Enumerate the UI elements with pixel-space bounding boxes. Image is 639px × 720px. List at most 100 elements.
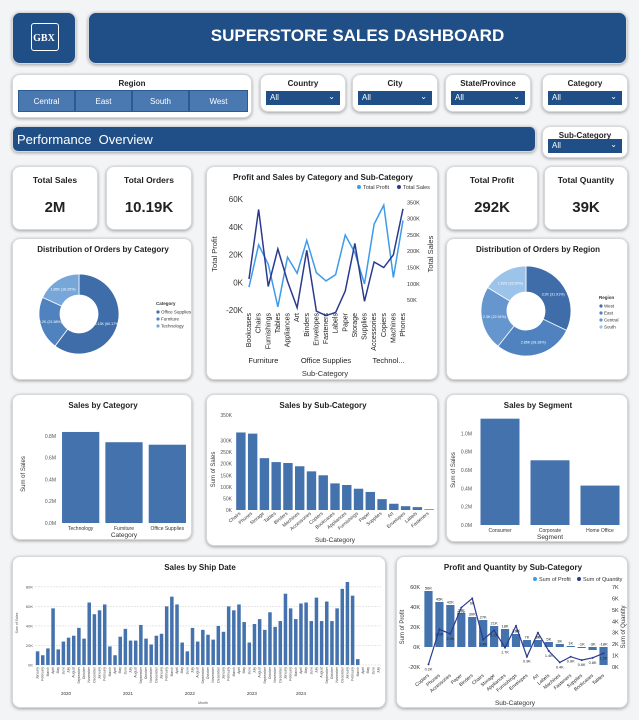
page-title: SUPERSTORE SALES DASHBOARD <box>210 26 505 45</box>
region-option-central[interactable]: Central <box>18 90 75 112</box>
month-label: December <box>340 666 344 683</box>
slice-label: 2.3K (22.91%) <box>483 315 506 319</box>
bar <box>259 458 270 510</box>
quantity-point <box>602 652 605 655</box>
y2-axis-label: Total Sales <box>426 235 435 272</box>
chevron-down-icon: ⌄ <box>328 92 335 101</box>
month-label: July <box>314 667 318 673</box>
bar <box>148 444 186 523</box>
country-dropdown[interactable]: All ⌄ <box>266 91 340 105</box>
quantity-point <box>460 606 463 609</box>
quantity-point <box>449 632 452 635</box>
x-tick-label: Copiers <box>381 313 388 338</box>
data-label: -1K <box>579 642 586 647</box>
kpi-label: Total Orders <box>124 175 174 185</box>
legend-swatch <box>156 317 160 321</box>
data-label: 34K <box>458 608 465 613</box>
region-option-south[interactable]: South <box>132 90 189 112</box>
month-label: August <box>72 667 76 678</box>
chart-title: Sales by Segment <box>504 401 573 410</box>
bar <box>108 646 112 665</box>
bar <box>144 638 148 665</box>
quantity-point <box>536 631 539 634</box>
x-tick-label: Labels <box>333 313 340 334</box>
kpi-total-profit: Total Profit 292K <box>446 166 538 230</box>
category-dropdown[interactable]: All ⌄ <box>548 91 622 105</box>
bar <box>295 466 305 510</box>
sales-by-segment-chart: Sales by Segment 1.0M 0.8M 0.6M 0.4M 0.2M 0.0M… <box>451 401 620 541</box>
month-label: September <box>201 666 205 683</box>
region-option-east[interactable]: East <box>75 90 132 112</box>
sales-shipdate-card: Sales by Ship Date 80K 60K 40K 20K 0K January F… <box>12 556 386 708</box>
kpi-value: 2M <box>44 199 66 216</box>
bar <box>216 625 221 665</box>
bar <box>356 659 360 665</box>
state-dropdown[interactable]: All ⌄ <box>451 91 525 105</box>
legend-swatch <box>357 185 361 189</box>
data-label: -3K <box>589 642 596 647</box>
bar <box>247 642 252 665</box>
x-tick-label: Furnishings <box>265 313 272 350</box>
y-tick-label: 0.8M <box>461 450 472 456</box>
group-label: Office Supplies <box>301 356 352 365</box>
kpi-value: 39K <box>572 199 600 216</box>
subcategory-dropdown[interactable]: All ⌄ <box>548 139 622 153</box>
y2-tick-label: 150K <box>407 266 420 272</box>
quantity-label: 0.9K <box>567 660 575 664</box>
bar <box>56 649 60 665</box>
bar <box>345 582 350 665</box>
data-label: 30K <box>469 612 476 617</box>
month-label: October <box>330 666 334 679</box>
kpi-value: 10.19K <box>124 199 174 216</box>
bar <box>92 614 97 665</box>
month-label: March <box>232 667 236 677</box>
bar <box>61 641 66 665</box>
city-dropdown[interactable]: All ⌄ <box>358 91 432 105</box>
month-label: August <box>258 667 262 678</box>
bar <box>149 644 153 665</box>
y2-tick-label: 350K <box>407 200 420 206</box>
legend-entry: Office Supplies <box>161 310 192 315</box>
month-label: February <box>165 667 169 681</box>
month-label: October <box>82 666 86 679</box>
slice-label: 2.85K (28.28%) <box>521 341 546 345</box>
slice-label: 3.2K (31.91%) <box>542 292 565 296</box>
bar <box>412 507 423 510</box>
month-label: June <box>309 667 313 674</box>
quantity-label: 0.9K <box>523 660 531 664</box>
bar <box>102 604 107 665</box>
bar <box>283 463 293 510</box>
kpi-total-orders: Total Orders 10.19K <box>106 166 192 230</box>
bar <box>242 622 246 665</box>
bar <box>490 626 499 647</box>
data-label: 56K <box>425 586 432 591</box>
month-label: April <box>51 667 55 674</box>
category-value: All <box>552 93 561 102</box>
bar <box>35 651 40 665</box>
month-label: November <box>211 666 215 683</box>
y-tick-label: 60K <box>410 585 420 591</box>
bar <box>278 621 283 665</box>
kpi-total-quantity: Total Quantity 39K <box>544 166 628 230</box>
y2-tick-label: 1K <box>612 654 619 660</box>
bar <box>118 636 122 665</box>
quantity-point <box>515 624 517 627</box>
bar <box>139 624 143 665</box>
quantity-label: 3.6K <box>512 629 520 633</box>
month-label: April <box>237 667 241 674</box>
region-option-west[interactable]: West <box>189 90 248 112</box>
data-label: 18K <box>501 624 508 629</box>
month-label: June <box>185 667 189 674</box>
y2-tick-label: 200K <box>407 249 420 255</box>
data-label: 45K <box>436 597 443 602</box>
y-axis-label: Sum of Profit <box>400 609 406 644</box>
month-label: July <box>67 667 71 673</box>
x-axis-label: Category <box>111 532 138 539</box>
legend-swatch <box>397 185 401 189</box>
month-label: February <box>41 667 45 681</box>
bar <box>522 640 532 647</box>
profit-sales-card: Profit and Sales by Category and Sub-Cat… <box>206 166 438 380</box>
series-line <box>248 202 404 307</box>
bar <box>530 460 570 525</box>
